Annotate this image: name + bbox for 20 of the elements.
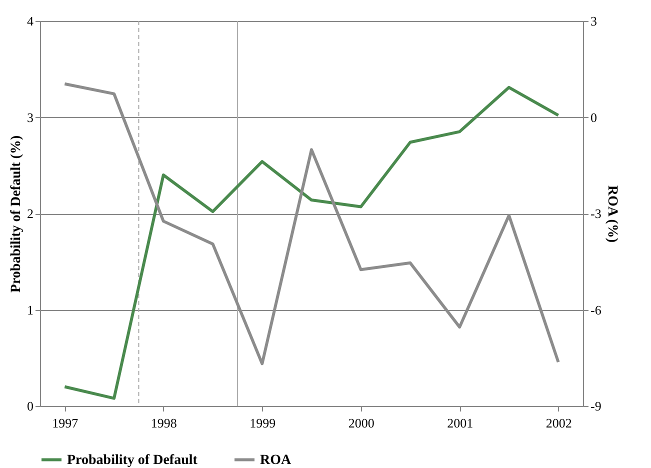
x-tick-label: 2001 [447,416,474,430]
legend-label: ROA [260,452,292,468]
y2-tick-label: -6 [590,302,602,318]
y2-tick-label: 3 [590,14,597,28]
x-tick-label: 2000 [348,416,374,430]
x-tick-label: 2002 [546,416,572,430]
y2-tick-label: -3 [590,206,602,221]
y-tick-label: 1 [27,302,34,318]
y-tick-label: 0 [27,398,34,414]
y2-tick-label: -9 [590,398,602,414]
x-tick-label: 1997 [52,416,79,430]
legend-label: Probability of Default [67,452,198,468]
y-tick-label: 3 [27,110,34,125]
x-tick-label: 1999 [250,416,276,430]
y2-tick-label: 0 [590,110,597,125]
y-axis-title: Probability of Default (%) [9,135,24,293]
y2-axis-title: ROA (%) [604,185,620,243]
y-tick-label: 4 [27,14,34,28]
x-tick-label: 1998 [150,416,177,430]
y-tick-label: 2 [27,206,34,221]
